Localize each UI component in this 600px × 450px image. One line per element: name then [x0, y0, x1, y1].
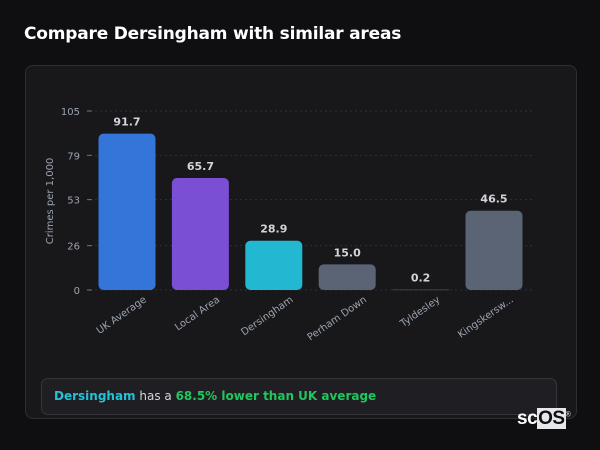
- x-tick-label: Perham Down: [306, 294, 369, 343]
- x-tick-label: Tyldesley: [398, 294, 443, 330]
- bar-value-label: 0.2: [411, 272, 431, 285]
- x-tick-label: Kingskersw...: [456, 294, 516, 340]
- bar[interactable]: [98, 133, 156, 290]
- bar[interactable]: [392, 289, 450, 291]
- bar-value-label: 46.5: [480, 193, 507, 206]
- y-tick-label: 0: [74, 286, 80, 297]
- scos-logo: scOS®: [517, 408, 571, 429]
- x-tick-label: Local Area: [173, 294, 222, 333]
- x-tick-label: Dersingham: [239, 294, 295, 338]
- bar[interactable]: [171, 177, 229, 290]
- y-tick-label: 26: [67, 242, 80, 253]
- bar[interactable]: [245, 240, 303, 290]
- bar[interactable]: [465, 210, 523, 290]
- bar[interactable]: [318, 264, 376, 290]
- y-tick-label: 105: [61, 107, 80, 118]
- bar-value-label: 91.7: [113, 116, 140, 129]
- bar-value-label: 28.9: [260, 223, 287, 236]
- summary-box: Dersingham has a 68.5% lower than UK ave…: [41, 378, 557, 415]
- summary-area: Dersingham: [54, 389, 136, 403]
- bar-value-label: 65.7: [187, 160, 214, 173]
- page-title: Compare Dersingham with similar areas: [24, 24, 402, 44]
- y-tick-label: 53: [67, 196, 80, 207]
- summary-text: has a: [135, 389, 176, 403]
- y-tick-label: 79: [67, 151, 80, 162]
- y-axis-label: Crimes per 1,000: [45, 158, 56, 245]
- summary-stat: 68.5% lower than UK average: [175, 389, 377, 403]
- bar-value-label: 15.0: [334, 246, 361, 259]
- x-tick-label: UK Average: [95, 294, 149, 336]
